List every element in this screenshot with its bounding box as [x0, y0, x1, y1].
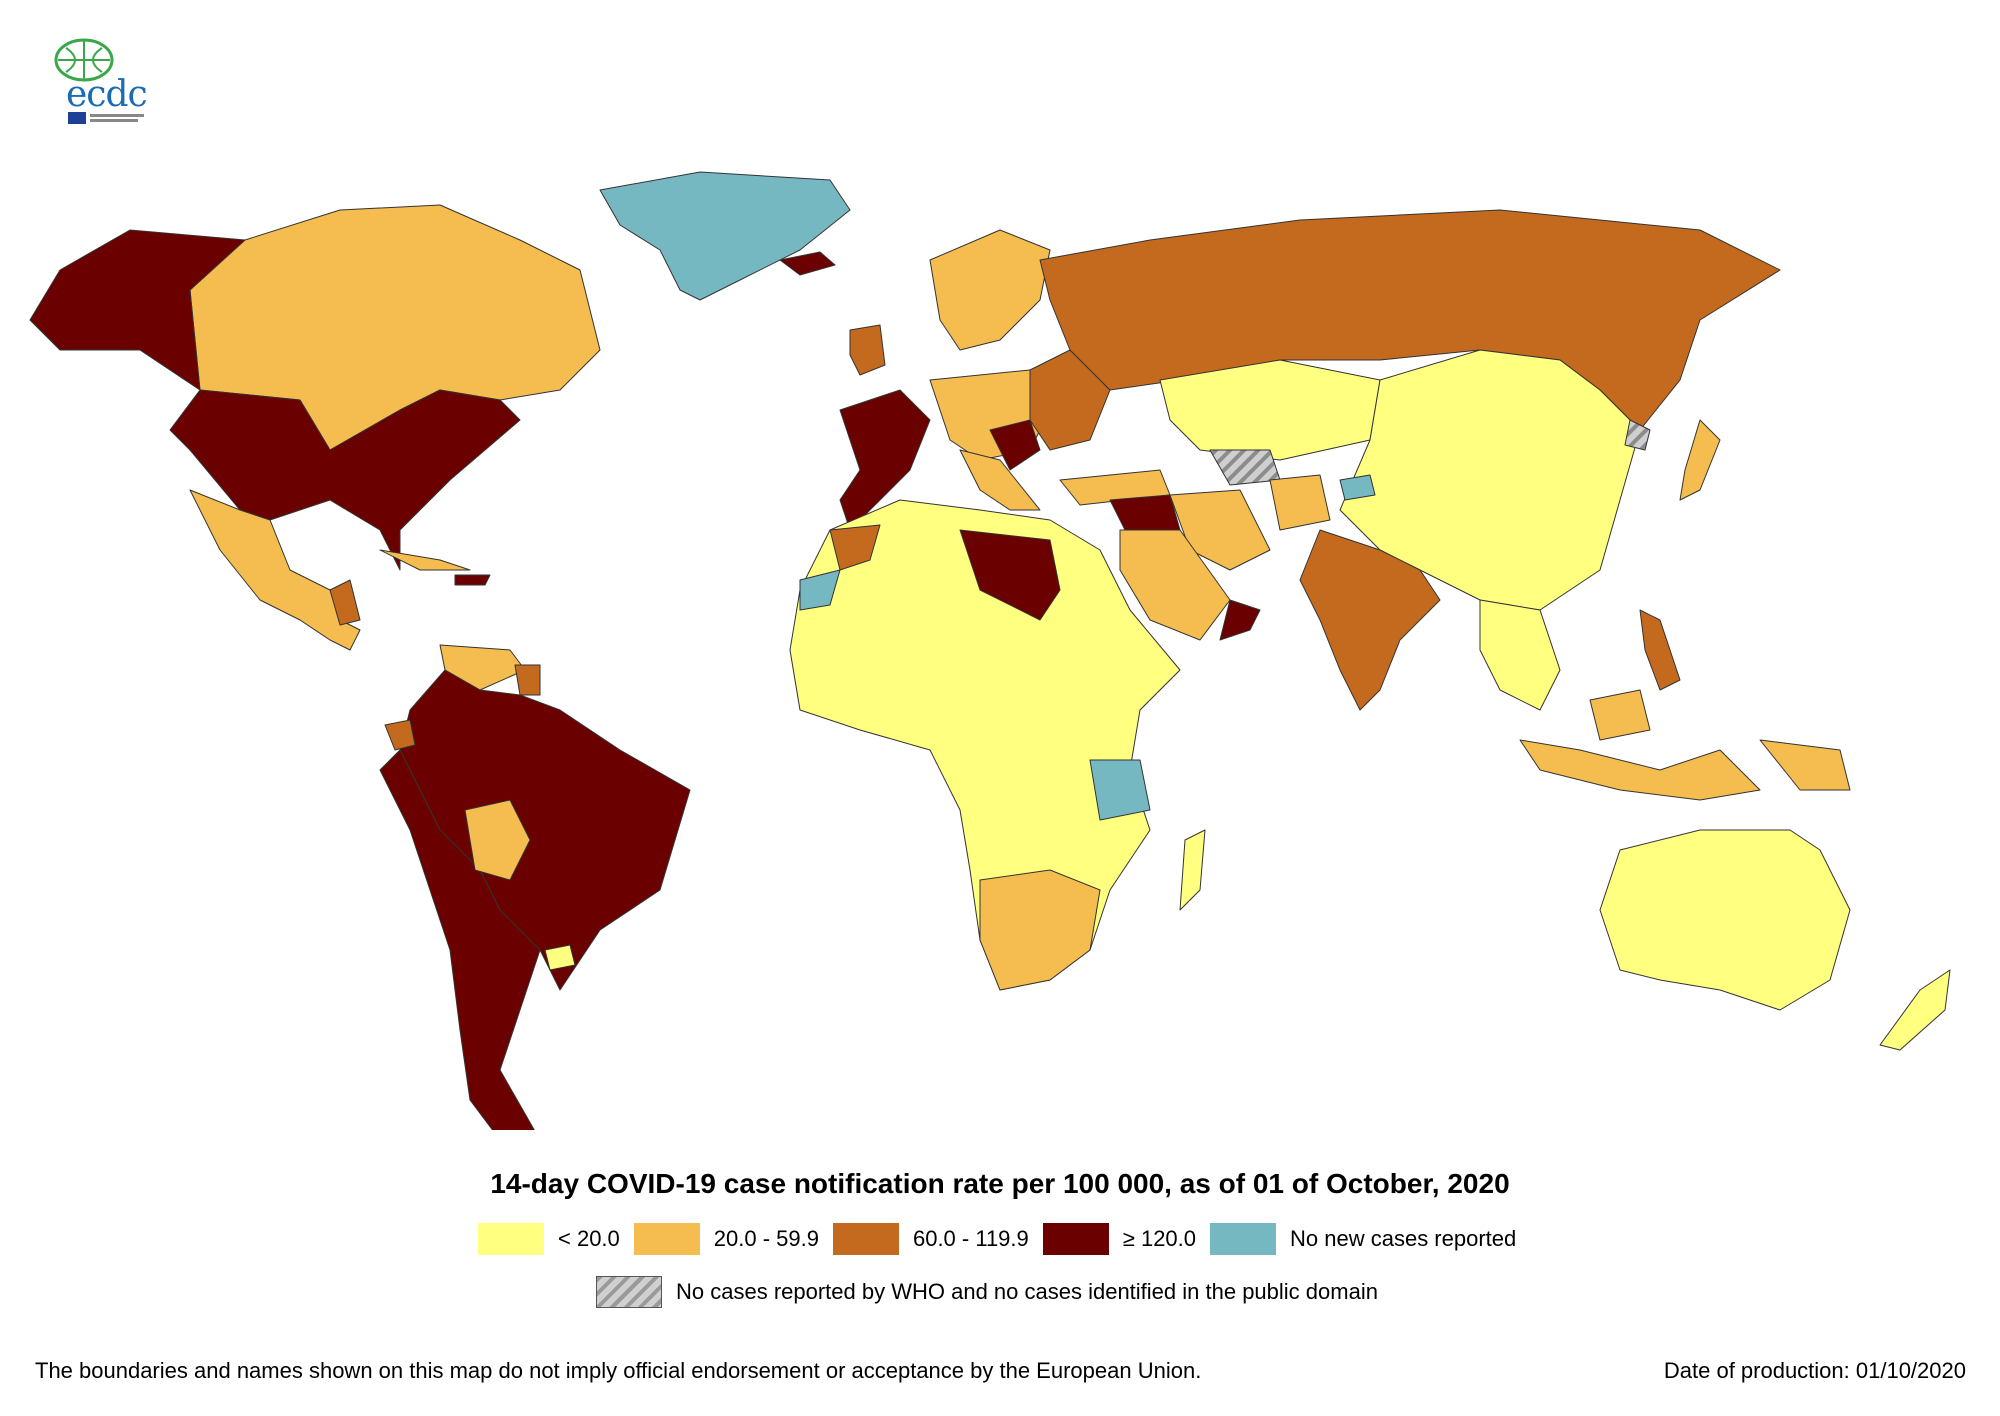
- disclaimer: The boundaries and names shown on this m…: [35, 1358, 1202, 1383]
- legend-swatch-60-119: [832, 1223, 899, 1255]
- legend-item-20-59: 20.0 - 59.9: [633, 1223, 819, 1255]
- region-western-sahara: [799, 569, 841, 611]
- region-balkans: [989, 419, 1041, 471]
- legend-label-20-59: 20.0 - 59.9: [713, 1226, 819, 1251]
- region-tanzania: [1089, 759, 1151, 821]
- region-borneo: [1589, 689, 1651, 741]
- legend-item-gte120: ≥ 120.0: [1042, 1223, 1197, 1255]
- legend-item-no-new-cases: No new cases reported: [1210, 1223, 1516, 1255]
- region-china: [1339, 349, 1641, 611]
- region-uruguay: [544, 944, 576, 971]
- region-australia: [1599, 829, 1851, 1011]
- ecdc-logo: ecdc: [44, 30, 184, 130]
- region-greenland: [599, 171, 851, 301]
- legend-label-gte120: ≥ 120.0: [1122, 1226, 1197, 1251]
- region-ecuador: [384, 719, 416, 751]
- region-usa: [169, 389, 521, 571]
- region-indonesia: [1519, 739, 1761, 801]
- legend-label-lt20: < 20.0: [558, 1226, 620, 1251]
- region-southeast-asia: [1479, 599, 1561, 711]
- legend-label-no-new-cases: No new cases reported: [1290, 1226, 1517, 1251]
- region-philippines: [1639, 609, 1681, 691]
- region-mexico: [189, 489, 361, 651]
- legend-swatch-no-new-cases: [1210, 1223, 1277, 1255]
- region-central-america: [329, 579, 361, 626]
- globe-logo-icon: [54, 38, 144, 124]
- legend-swatch-gte120: [1042, 1223, 1109, 1255]
- logo-text: ecdc: [66, 74, 148, 115]
- region-afghanistan: [1269, 474, 1331, 531]
- region-morocco: [829, 524, 881, 571]
- region-cuba: [379, 549, 471, 571]
- region-new-zealand: [1879, 969, 1951, 1051]
- legend-swatch-no-data: [596, 1276, 662, 1308]
- region-brazil: [399, 669, 691, 991]
- region-bolivia: [464, 799, 531, 881]
- production-date: Date of production: 01/10/2020: [1663, 1358, 1966, 1383]
- region-madagascar: [1179, 829, 1206, 911]
- region-peru-chile-argentina: [379, 749, 541, 1130]
- world-map: [29, 171, 1951, 1130]
- legend-no-data: No cases reported by WHO and no cases id…: [596, 1276, 1378, 1308]
- legend-label-no-data: No cases reported by WHO and no cases id…: [676, 1279, 1378, 1304]
- legend: < 20.0 20.0 - 59.9 60.0 - 119.9 ≥ 120.0 …: [478, 1222, 1530, 1256]
- region-north-korea: [1624, 419, 1651, 451]
- legend-swatch-lt20: [478, 1223, 544, 1255]
- region-oman: [1219, 599, 1261, 641]
- map-title: 14-day COVID-19 case notification rate p…: [490, 1168, 1510, 1199]
- legend-item-lt20: < 20.0: [478, 1223, 620, 1255]
- region-uk: [849, 324, 886, 376]
- region-india: [1299, 529, 1441, 711]
- legend-label-60-119: 60.0 - 119.9: [912, 1226, 1029, 1251]
- region-hispaniola: [454, 574, 491, 586]
- legend-swatch-20-59: [633, 1223, 700, 1255]
- region-italy-greece: [959, 449, 1041, 511]
- legend-item-60-119: 60.0 - 119.9: [832, 1223, 1029, 1255]
- region-japan: [1679, 419, 1721, 501]
- region-turkmenistan: [1209, 449, 1281, 486]
- region-papua: [1759, 739, 1851, 791]
- region-saudi-arabia: [1119, 529, 1231, 641]
- region-iceland: [779, 251, 836, 276]
- region-kazakhstan: [1159, 359, 1381, 461]
- region-libya: [959, 529, 1061, 621]
- region-tajikistan-kyrgyzstan: [1339, 474, 1376, 501]
- region-scandinavia: [929, 229, 1051, 351]
- region-southern-africa: [979, 869, 1101, 991]
- region-suriname: [514, 664, 541, 696]
